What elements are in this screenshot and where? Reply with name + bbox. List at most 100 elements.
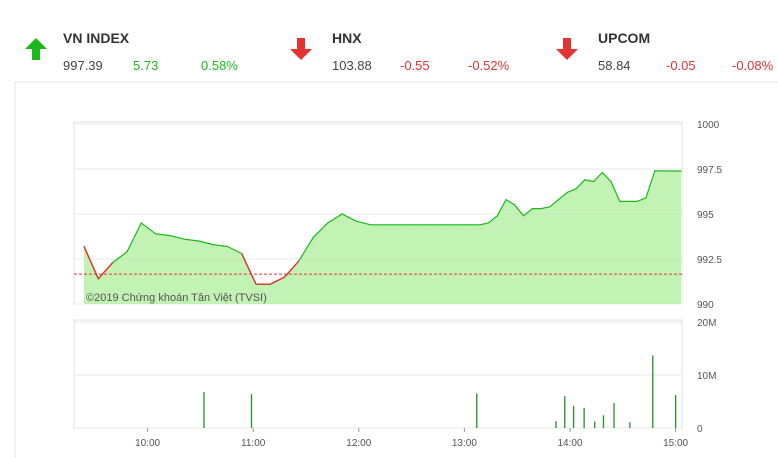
price-point <box>456 224 458 226</box>
price-point <box>327 222 329 224</box>
ticker-upcom[interactable]: UPCOM 58.84 -0.05 -0.08% <box>546 18 778 82</box>
price-point <box>549 206 551 208</box>
volume-bar <box>555 421 557 428</box>
ticker-name: VN INDEX <box>63 30 130 46</box>
volume-bar <box>583 407 585 428</box>
ticker-change: 5.73 <box>133 58 159 73</box>
volume-bar <box>613 403 615 428</box>
price-point <box>531 208 533 210</box>
price-point <box>155 233 157 235</box>
price-point <box>627 200 630 202</box>
price-point <box>540 208 542 210</box>
watermark: ©2019 Chứng khoán Tân Việt (TVSI) <box>86 292 267 304</box>
price-point <box>592 181 595 183</box>
volume-bar <box>652 355 654 428</box>
price-point <box>97 278 99 280</box>
volume-ytick-label: 20M <box>697 318 716 329</box>
volume-ytick-label: 0 <box>697 424 703 435</box>
price-point <box>575 188 577 190</box>
price-point <box>169 235 171 237</box>
price-point <box>487 222 490 224</box>
price-point <box>126 251 128 253</box>
price-point <box>341 213 343 215</box>
arrow-down-icon <box>290 38 312 60</box>
volume-bar <box>594 421 596 428</box>
price-point <box>241 253 243 255</box>
price-point <box>112 262 114 264</box>
price-point <box>645 197 647 199</box>
price-point <box>355 220 357 222</box>
price-ytick-label: 990 <box>697 300 714 311</box>
volume-bar <box>602 415 605 428</box>
price-point <box>140 222 142 224</box>
price-line-up <box>83 170 682 285</box>
price-point <box>413 224 415 226</box>
price-point <box>427 224 429 226</box>
price-line-down <box>83 246 300 285</box>
arrow-up-icon <box>25 38 47 60</box>
price-point <box>284 276 286 278</box>
price-point <box>298 260 300 262</box>
price-point <box>496 215 498 217</box>
volume-bar <box>629 422 631 428</box>
price-point <box>441 224 443 226</box>
xtick-label: 14:00 <box>557 438 582 449</box>
price-point <box>269 283 271 285</box>
volume-ytick-label: 10M <box>697 371 716 382</box>
ticker-name: HNX <box>332 30 362 46</box>
volume-bar <box>564 396 566 428</box>
arrow-down-icon <box>556 38 578 60</box>
price-point <box>370 224 372 226</box>
price-ytick-label: 997.5 <box>697 165 722 176</box>
price-point <box>654 170 656 172</box>
price-point <box>522 215 525 217</box>
price-point <box>557 199 560 201</box>
volume-plot-area <box>73 319 683 429</box>
price-point <box>212 244 214 246</box>
price-point <box>610 181 612 183</box>
price-ytick-label: 1000 <box>697 120 720 131</box>
ticker-value: 103.88 <box>332 58 372 73</box>
ticker-value: 58.84 <box>598 58 631 73</box>
volume-bar <box>675 395 677 428</box>
price-point <box>226 245 228 247</box>
price-point <box>255 283 257 285</box>
ticker-percent: -0.52% <box>468 58 510 73</box>
ticker-vnindex[interactable]: VN INDEX 997.39 5.73 0.58% <box>15 18 250 82</box>
price-point <box>619 200 621 202</box>
price-point <box>636 200 638 202</box>
price-point <box>479 224 481 226</box>
volume-bar <box>203 391 205 428</box>
ticker-percent: 0.58% <box>201 58 238 73</box>
price-point <box>398 224 400 226</box>
ticker-value: 997.39 <box>63 58 103 73</box>
ticker-change: -0.55 <box>400 58 430 73</box>
price-ytick-label: 995 <box>697 210 714 221</box>
price-point <box>198 240 200 242</box>
xtick-label: 11:00 <box>241 438 266 449</box>
ticker-percent: -0.08% <box>732 58 774 73</box>
price-point <box>566 191 568 193</box>
volume-bar <box>476 393 478 428</box>
price-point <box>470 224 472 226</box>
price-point <box>680 170 682 172</box>
price-point <box>584 179 586 181</box>
xtick-label: 12:00 <box>346 438 371 449</box>
volume-bar <box>250 394 253 428</box>
price-ytick-label: 992.5 <box>697 255 722 266</box>
price-area <box>84 170 681 304</box>
price-point <box>505 199 507 201</box>
price-point <box>514 204 516 206</box>
price-point <box>312 236 314 238</box>
price-point <box>83 245 85 247</box>
price-point <box>601 172 603 174</box>
xtick-label: 13:00 <box>452 438 477 449</box>
ticker-change: -0.05 <box>666 58 696 73</box>
price-point <box>384 224 386 226</box>
ticker-name: UPCOM <box>598 30 651 46</box>
xtick-label: 15:00 <box>663 438 688 449</box>
volume-bar <box>572 405 575 428</box>
ticker-hnx[interactable]: HNX 103.88 -0.55 -0.52% <box>280 18 530 82</box>
price-point <box>183 238 185 240</box>
